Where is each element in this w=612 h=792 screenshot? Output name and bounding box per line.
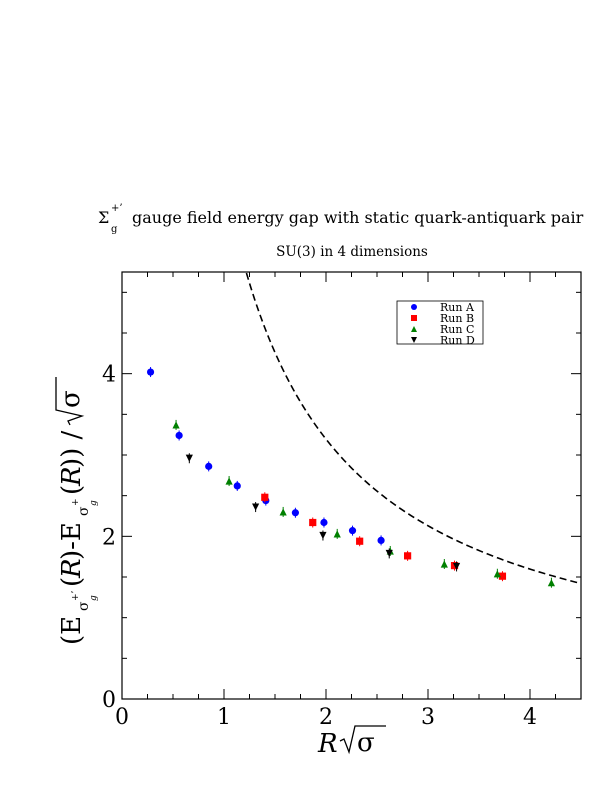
data-point xyxy=(356,537,364,545)
axis-ticks xyxy=(121,272,582,700)
title-symbol: Σ xyxy=(98,208,109,227)
x-tick-label: 3 xyxy=(421,705,435,730)
data-point xyxy=(320,518,328,527)
y-label-r2: R xyxy=(57,466,87,487)
data-point xyxy=(233,482,241,490)
x-tick-labels: 0 1 2 3 4 xyxy=(115,705,537,730)
x-tick-label: 0 xyxy=(115,705,129,730)
x-axis-label-r: R xyxy=(317,729,338,759)
y-label-mid3: ( xyxy=(57,485,87,495)
title-subscript: g xyxy=(111,224,118,235)
chart-title: Σ +’ g gauge field energy gap with stati… xyxy=(98,203,584,235)
x-axis-label: R σ xyxy=(317,725,386,759)
data-point xyxy=(452,562,461,571)
data-point xyxy=(493,570,501,578)
data-point xyxy=(309,518,317,527)
data-point xyxy=(547,579,556,587)
data-point xyxy=(205,462,213,470)
x-tick-label: 2 xyxy=(319,705,333,730)
y-label-sub-sigma1: σ xyxy=(76,601,92,611)
legend-marker xyxy=(411,337,417,343)
y-label-sup1: +’ xyxy=(71,590,81,601)
data-point xyxy=(319,531,327,540)
y-label-sigma: σ xyxy=(56,390,86,408)
y-label-mid2: )-E xyxy=(57,522,87,560)
y-label-sub-g1: g xyxy=(89,595,99,601)
x-tick-label: 4 xyxy=(523,705,537,730)
y-tick-labels: 0 2 4 xyxy=(102,363,116,713)
y-label-close: )) / xyxy=(57,430,87,468)
chart-subtitle: SU(3) in 4 dimensions xyxy=(276,244,428,260)
x-axis-label-sqrt xyxy=(339,725,386,755)
y-tick-label: 0 xyxy=(102,688,116,713)
data-point xyxy=(252,503,260,511)
y-label-open: (E xyxy=(57,616,87,645)
dashed-curve xyxy=(245,272,582,585)
x-axis-label-sigma: σ xyxy=(357,728,375,758)
data-point xyxy=(279,508,287,516)
data-point xyxy=(377,536,385,545)
data-point xyxy=(333,530,341,538)
legend-label: Run D xyxy=(440,334,475,347)
y-label-r1: R xyxy=(57,558,87,579)
data-point xyxy=(225,477,233,485)
data-point xyxy=(175,431,183,440)
plot-frame xyxy=(121,271,582,700)
data-point xyxy=(172,421,180,429)
data-point xyxy=(385,549,393,558)
legend-label: Run B xyxy=(440,312,474,325)
title-superscript: +’ xyxy=(111,203,123,214)
title-text: gauge field energy gap with static quark… xyxy=(132,208,584,227)
data-point xyxy=(261,493,269,501)
y-label-sqrt xyxy=(55,377,85,426)
data-point xyxy=(348,527,357,535)
y-label-sub-g2: g xyxy=(89,500,99,506)
data-point xyxy=(291,509,299,517)
legend-marker xyxy=(411,315,417,321)
data-point xyxy=(440,560,448,568)
data-point xyxy=(404,552,412,560)
y-tick-label: 2 xyxy=(102,525,116,550)
data-points xyxy=(146,367,556,588)
legend-label: Run C xyxy=(440,323,474,336)
y-label-mid: ( xyxy=(57,577,87,587)
legend-marker xyxy=(411,326,417,332)
x-tick-label: 1 xyxy=(217,705,231,730)
legend-marker xyxy=(411,304,417,310)
y-label-sub-sigma2: σ xyxy=(76,506,92,516)
y-label-sup2: + xyxy=(71,498,81,506)
legend-label: Run A xyxy=(440,301,475,314)
data-point xyxy=(185,454,193,462)
y-axis-label: (E σ g +’ ( R )-E σ g + ( R )) / σ xyxy=(55,377,99,645)
data-point xyxy=(498,572,507,580)
y-tick-label: 4 xyxy=(102,363,116,388)
data-point xyxy=(146,368,155,376)
